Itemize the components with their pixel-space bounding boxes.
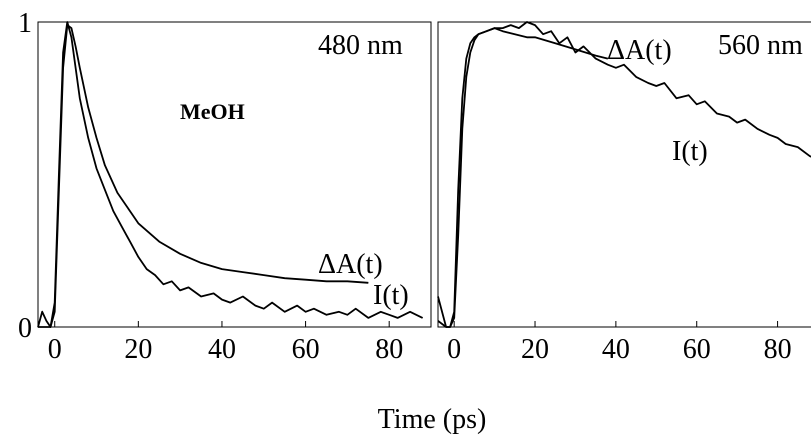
x-tick-label-1-2: 40 (602, 334, 630, 365)
y-tick-label-1: 1 (18, 8, 32, 39)
series-line-1-0 (437, 27, 609, 328)
left-dA-label: ΔA(t) (318, 249, 383, 280)
right-It-label: I(t) (672, 136, 708, 167)
panel-label-480nm: 480 nm (318, 30, 403, 61)
x-tick-label-1-4: 80 (764, 334, 792, 365)
right-dA-label: ΔA(t) (607, 35, 672, 66)
series-fit-0-0 (38, 24, 369, 328)
x-axis-left: 0 20 40 60 80 (48, 321, 403, 365)
x-axis-right: 0 20 40 60 80 (447, 321, 792, 365)
panel-label-560nm: 560 nm (718, 30, 803, 61)
y-tick-label-0: 0 (18, 313, 32, 344)
x-tick-label-0-4: 80 (375, 334, 403, 365)
plot-frame-left (37, 21, 432, 328)
series-fit-1-1 (437, 21, 811, 328)
series-group-right (437, 21, 811, 328)
x-tick-label-0-3: 60 (292, 334, 320, 365)
panel-480nm: 01 0 20 40 60 80 480 nm MeOH ΔA(t) I(t) (18, 8, 432, 365)
y-axis-left: 01 (18, 8, 44, 344)
x-axis-title: Time (ps) (378, 404, 487, 435)
series-line-1-1 (437, 21, 811, 328)
plot-frame-right (437, 21, 811, 328)
series-group-left (37, 21, 423, 329)
x-tick-label-0-2: 40 (208, 334, 236, 365)
series-line-0-0 (38, 24, 369, 328)
series-fit-1-0 (437, 27, 608, 328)
panel-560nm: 0 20 40 60 80 560 nm ΔA(t) I(t) (437, 21, 811, 365)
left-It-label: I(t) (373, 280, 409, 311)
solvent-label: MeOH (180, 99, 245, 124)
series-line-0-1 (37, 21, 423, 328)
x-tick-label-1-0: 0 (447, 334, 461, 365)
x-tick-label-1-1: 20 (521, 334, 549, 365)
x-tick-label-1-3: 60 (683, 334, 711, 365)
x-tick-label-0-0: 0 (48, 334, 62, 365)
series-fit-0-1 (37, 21, 423, 329)
x-tick-label-0-1: 20 (124, 334, 152, 365)
